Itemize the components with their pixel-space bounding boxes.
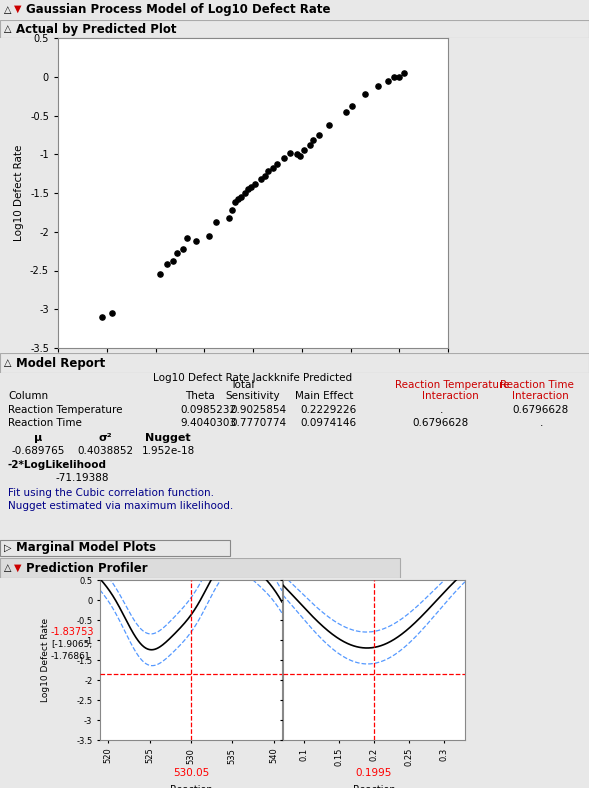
Text: Sensitivity: Sensitivity — [225, 391, 280, 401]
Text: 0.6796628: 0.6796628 — [412, 418, 468, 428]
Point — [263, 165, 272, 177]
Point — [237, 191, 246, 203]
Point — [155, 268, 165, 281]
Point — [341, 106, 350, 118]
Text: Reaction
Time: Reaction Time — [353, 785, 395, 788]
Point — [250, 177, 260, 190]
Text: Theta: Theta — [185, 391, 215, 401]
Y-axis label: Log10 Defect Rate: Log10 Defect Rate — [14, 145, 24, 241]
Text: Interaction: Interaction — [512, 391, 569, 401]
Point — [168, 255, 178, 267]
Point — [231, 196, 240, 209]
Text: 0.0985232: 0.0985232 — [180, 405, 236, 415]
Point — [243, 183, 253, 195]
Point — [107, 307, 117, 319]
Point — [240, 187, 250, 199]
Point — [204, 229, 214, 242]
Text: 1.952e-18: 1.952e-18 — [141, 446, 194, 456]
Point — [299, 144, 309, 157]
Point — [315, 128, 324, 141]
Text: Nugget estimated via maximum likelihood.: Nugget estimated via maximum likelihood. — [8, 501, 233, 511]
Text: Reaction Temperature: Reaction Temperature — [395, 380, 509, 390]
Text: Interaction: Interaction — [422, 391, 479, 401]
Text: 0.6796628: 0.6796628 — [512, 405, 568, 415]
Bar — [0, 540, 230, 556]
Text: Actual by Predicted Plot: Actual by Predicted Plot — [16, 23, 177, 35]
Text: 0.9025854: 0.9025854 — [230, 405, 286, 415]
Text: △: △ — [4, 24, 12, 34]
Text: Reaction
Temperature: Reaction Temperature — [160, 785, 222, 788]
Text: ▷: ▷ — [4, 543, 12, 553]
Text: Gaussian Process Model of Log10 Defect Rate: Gaussian Process Model of Log10 Defect R… — [26, 3, 330, 17]
Point — [256, 173, 266, 185]
Text: 0.0974146: 0.0974146 — [300, 418, 356, 428]
Point — [273, 158, 282, 170]
Text: Reaction Temperature: Reaction Temperature — [8, 405, 123, 415]
Point — [360, 87, 370, 100]
Text: Main Effect: Main Effect — [295, 391, 353, 401]
Text: △: △ — [4, 358, 12, 368]
Point — [383, 74, 392, 87]
Text: -1.7686]: -1.7686] — [51, 652, 90, 660]
Point — [192, 235, 201, 247]
Text: Log10 Defect Rate: Log10 Defect Rate — [41, 618, 49, 702]
Text: Reaction Time: Reaction Time — [8, 418, 82, 428]
Point — [178, 243, 187, 255]
Point — [305, 139, 315, 151]
Text: ▼: ▼ — [14, 563, 22, 573]
Point — [373, 80, 382, 92]
Point — [348, 100, 357, 113]
Text: 0.2229226: 0.2229226 — [300, 405, 356, 415]
Text: △: △ — [4, 563, 12, 573]
Text: ▼: ▼ — [14, 4, 22, 14]
Text: Nugget: Nugget — [145, 433, 191, 443]
Text: σ²: σ² — [98, 433, 112, 443]
Text: Marginal Model Plots: Marginal Model Plots — [16, 541, 156, 555]
Text: Prediction Profiler: Prediction Profiler — [26, 562, 148, 574]
Text: Model Report: Model Report — [16, 356, 105, 370]
Point — [292, 148, 302, 161]
Text: 0.1995: 0.1995 — [356, 768, 392, 778]
Point — [390, 70, 399, 83]
Text: [-1.9065,: [-1.9065, — [51, 640, 92, 649]
Text: △: △ — [4, 5, 12, 15]
Point — [97, 310, 107, 323]
Text: μ: μ — [34, 433, 42, 443]
Text: 0.7770774: 0.7770774 — [230, 418, 286, 428]
Text: 530.05: 530.05 — [173, 768, 209, 778]
Point — [325, 118, 334, 131]
Point — [246, 180, 256, 193]
Text: Total: Total — [230, 380, 254, 390]
Point — [285, 147, 294, 159]
Text: -1.83753: -1.83753 — [51, 627, 94, 637]
Point — [227, 204, 236, 217]
Text: -71.19388: -71.19388 — [55, 473, 108, 483]
Point — [163, 258, 172, 270]
Text: -2*LogLikelihood: -2*LogLikelihood — [8, 460, 107, 470]
Bar — [0, 558, 400, 578]
Point — [172, 247, 181, 260]
Point — [280, 152, 289, 165]
Text: 9.4040303: 9.4040303 — [180, 418, 236, 428]
Point — [224, 211, 233, 224]
Text: Fit using the Cubic correlation function.: Fit using the Cubic correlation function… — [8, 488, 214, 498]
Point — [395, 70, 404, 83]
Point — [234, 193, 243, 206]
Point — [399, 66, 409, 79]
Text: .: . — [440, 405, 444, 415]
Point — [182, 232, 191, 244]
Text: Reaction Time: Reaction Time — [500, 380, 574, 390]
Text: .: . — [540, 418, 544, 428]
Point — [260, 169, 269, 182]
Point — [268, 162, 277, 174]
Point — [295, 150, 305, 162]
Text: 0.4038852: 0.4038852 — [77, 446, 133, 456]
Text: -0.689765: -0.689765 — [11, 446, 65, 456]
Point — [309, 134, 318, 147]
Text: Column: Column — [8, 391, 48, 401]
X-axis label: Log10 Defect Rate Jackknife Predicted: Log10 Defect Rate Jackknife Predicted — [154, 373, 353, 383]
Point — [211, 216, 221, 229]
